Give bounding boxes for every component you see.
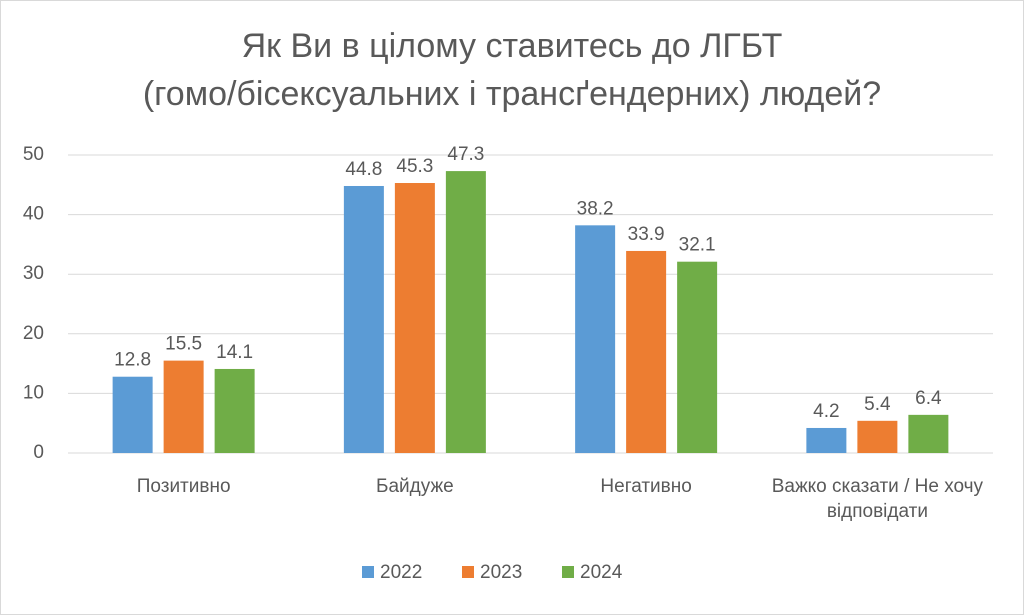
bar <box>163 360 204 453</box>
y-tick-label: 20 <box>23 323 44 344</box>
y-tick-label: 30 <box>23 263 44 284</box>
data-label: 14.1 <box>216 342 253 363</box>
y-tick-label: 50 <box>23 144 44 165</box>
bar <box>575 225 616 453</box>
data-label: 33.9 <box>628 224 665 245</box>
bar <box>112 376 153 453</box>
legend-swatch <box>362 566 374 578</box>
y-tick-label: 40 <box>23 204 44 225</box>
x-tick-label: Байдуже <box>376 476 454 497</box>
y-tick-label: 10 <box>23 382 44 403</box>
legend-label: 2024 <box>580 562 623 583</box>
bar <box>626 250 667 453</box>
data-label: 47.3 <box>447 144 484 165</box>
data-label: 5.4 <box>864 394 891 415</box>
chart-title: (гомо/бісексуальних і трансґендерних) лю… <box>143 75 881 113</box>
legend-swatch <box>562 566 574 578</box>
data-label: 44.8 <box>345 159 382 180</box>
bar <box>394 183 435 453</box>
x-tick-label: Негативно <box>600 476 692 497</box>
bar <box>445 171 486 454</box>
y-tick-label: 0 <box>33 442 44 463</box>
x-tick-label: Важко сказати / Не хочу відповідати <box>771 476 984 522</box>
chart-title: Як Ви в цілому ставитесь до ЛГБТ <box>242 27 783 65</box>
bar <box>677 261 718 453</box>
data-label: 4.2 <box>813 401 839 422</box>
bar <box>343 185 384 453</box>
x-tick-label: Позитивно <box>136 476 231 497</box>
bar <box>214 368 255 453</box>
bar <box>908 414 949 453</box>
data-label: 12.8 <box>114 350 151 371</box>
legend-swatch <box>462 566 474 578</box>
data-label: 32.1 <box>679 235 716 256</box>
data-label: 15.5 <box>165 334 202 355</box>
legend-label: 2023 <box>480 562 522 583</box>
legend-label: 2022 <box>380 562 422 583</box>
data-label: 6.4 <box>915 388 942 409</box>
bar <box>806 427 847 453</box>
bar <box>857 420 898 453</box>
data-label: 38.2 <box>577 198 614 219</box>
data-label: 45.3 <box>396 156 433 177</box>
